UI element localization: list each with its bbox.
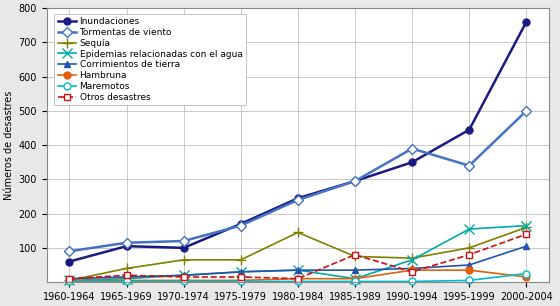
Hambruna [180, 278, 187, 282]
Maremotos [123, 280, 130, 283]
Epidemias relacionadas con el agua [352, 277, 358, 281]
Inundaciones [237, 222, 244, 226]
Otros desastres [523, 232, 530, 236]
Sequía [523, 226, 530, 229]
Epidemias relacionadas con el agua [523, 224, 530, 227]
Inundaciones [123, 244, 130, 248]
Inundaciones [523, 20, 530, 24]
Otros desastres [180, 275, 187, 279]
Sequía [123, 267, 130, 270]
Maremotos [352, 280, 358, 283]
Hambruna [237, 278, 244, 282]
Maremotos [466, 278, 473, 282]
Otros desastres [123, 274, 130, 277]
Maremotos [523, 272, 530, 275]
Tormentas de viento [123, 241, 130, 244]
Corrimientos de tierra [123, 275, 130, 279]
Epidemias relacionadas con el agua [295, 268, 301, 272]
Otros desastres [409, 270, 416, 274]
Sequía [66, 278, 73, 282]
Epidemias relacionadas con el agua [66, 278, 73, 282]
Line: Sequía: Sequía [64, 222, 531, 285]
Line: Maremotos: Maremotos [66, 270, 530, 285]
Tormentas de viento [409, 147, 416, 151]
Epidemias relacionadas con el agua [466, 227, 473, 231]
Sequía [466, 246, 473, 250]
Sequía [295, 231, 301, 234]
Sequía [352, 255, 358, 258]
Tormentas de viento [237, 224, 244, 227]
Corrimientos de tierra [237, 270, 244, 274]
Maremotos [237, 280, 244, 283]
Corrimientos de tierra [180, 274, 187, 277]
Hambruna [123, 278, 130, 282]
Line: Hambruna: Hambruna [66, 267, 530, 284]
Tormentas de viento [180, 239, 187, 243]
Tormentas de viento [523, 109, 530, 113]
Otros desastres [66, 277, 73, 281]
Line: Inundaciones: Inundaciones [66, 18, 530, 265]
Line: Otros desastres: Otros desastres [66, 231, 530, 282]
Sequía [409, 256, 416, 260]
Tormentas de viento [352, 179, 358, 183]
Hambruna [66, 278, 73, 282]
Corrimientos de tierra [523, 244, 530, 248]
Hambruna [466, 268, 473, 272]
Corrimientos de tierra [466, 263, 473, 267]
Maremotos [295, 280, 301, 283]
Hambruna [352, 277, 358, 281]
Maremotos [409, 280, 416, 283]
Inundaciones [352, 179, 358, 183]
Epidemias relacionadas con el agua [180, 274, 187, 277]
Otros desastres [466, 253, 473, 256]
Maremotos [66, 280, 73, 283]
Line: Corrimientos de tierra: Corrimientos de tierra [66, 243, 530, 282]
Inundaciones [180, 246, 187, 250]
Otros desastres [295, 277, 301, 281]
Line: Epidemias relacionadas con el agua: Epidemias relacionadas con el agua [64, 221, 531, 285]
Inundaciones [409, 160, 416, 164]
Legend: Inundaciones, Tormentas de viento, Sequía, Epidemias relacionadas con el agua, C: Inundaciones, Tormentas de viento, Sequí… [54, 13, 246, 106]
Inundaciones [466, 128, 473, 132]
Tormentas de viento [466, 164, 473, 167]
Hambruna [295, 277, 301, 281]
Corrimientos de tierra [352, 268, 358, 272]
Inundaciones [295, 196, 301, 200]
Corrimientos de tierra [295, 268, 301, 272]
Epidemias relacionadas con el agua [237, 270, 244, 274]
Corrimientos de tierra [66, 277, 73, 281]
Maremotos [180, 280, 187, 283]
Line: Tormentas de viento: Tormentas de viento [66, 107, 530, 255]
Hambruna [523, 275, 530, 279]
Inundaciones [66, 260, 73, 263]
Y-axis label: Números de desastres: Números de desastres [4, 91, 14, 200]
Epidemias relacionadas con el agua [409, 258, 416, 262]
Epidemias relacionadas con el agua [123, 277, 130, 281]
Tormentas de viento [66, 249, 73, 253]
Sequía [237, 258, 244, 262]
Corrimientos de tierra [409, 267, 416, 270]
Otros desastres [237, 275, 244, 279]
Otros desastres [352, 253, 358, 256]
Tormentas de viento [295, 198, 301, 202]
Sequía [180, 258, 187, 262]
Hambruna [409, 268, 416, 272]
